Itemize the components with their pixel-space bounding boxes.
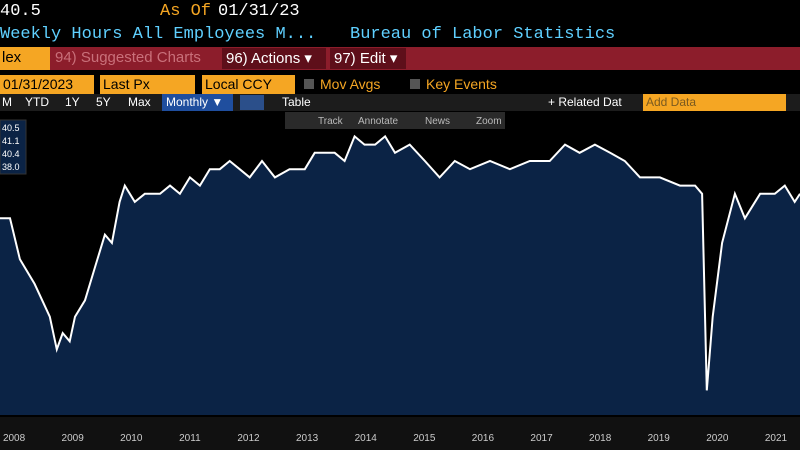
x-tick-label: 2011 [179,433,201,444]
x-tick-label: 2018 [589,433,612,444]
chart-tool[interactable]: Annotate [358,116,398,127]
table-button[interactable]: Table [282,95,311,109]
legend-box [0,119,27,175]
period-button[interactable]: Max [128,95,151,109]
chart-type-button[interactable] [240,95,264,110]
as-of-date: 01/31/23 [218,2,300,21]
x-tick-label: 2015 [413,433,436,444]
chart-toolbar [285,112,505,129]
as-of-label: As Of [160,2,212,21]
last-value: 40.5 [0,2,41,21]
area [0,136,800,415]
chart-tool[interactable]: News [425,116,450,127]
period-button[interactable]: 5Y [96,95,111,109]
legend-value: 40.5 [2,123,20,133]
x-tick-label: 2014 [355,433,378,444]
related-data[interactable]: + Related Dat [548,95,622,109]
checkbox[interactable] [410,79,420,89]
line [0,134,800,391]
x-tick-label: 2013 [296,433,319,444]
legend-value: 41.1 [2,136,20,146]
x-tick-label: 2021 [765,433,788,444]
x-tick-label: 2019 [648,433,671,444]
chart-tool[interactable]: Track [318,116,344,127]
key-events[interactable]: Key Events [426,76,497,92]
x-tick-label: 2010 [120,433,143,444]
x-tick-label: 2017 [530,433,553,444]
x-tick-label: 2009 [62,433,85,444]
x-axis-band [0,417,800,450]
x-tick-label: 2016 [472,433,495,444]
actions-menu[interactable]: 96) Actions ▾ [222,48,326,69]
legend-value: 38.0 [2,162,20,172]
frequency-select[interactable]: Monthly ▼ [162,94,233,111]
add-data-field[interactable]: Add Data [643,94,786,111]
source: Bureau of Labor Statistics [350,25,616,44]
currency-select[interactable]: Local CCY [202,75,295,94]
index-field[interactable]: lex [0,47,50,70]
x-tick-label: 2012 [237,433,260,444]
security-name: Weekly Hours All Employees M... [0,25,317,44]
edit-menu[interactable]: 97) Edit ▾ [330,48,406,69]
checkbox[interactable] [304,79,314,89]
date-field[interactable]: 01/31/2023 [0,75,94,94]
x-tick-label: 2020 [706,433,729,444]
field-select[interactable]: Last Px [100,75,195,94]
period-button[interactable]: M [2,95,12,109]
suggested-charts[interactable]: 94) Suggested Charts [55,49,201,66]
chart-tool[interactable]: Zoom [476,116,502,127]
period-button[interactable]: 1Y [65,95,80,109]
period-button[interactable]: YTD [25,95,49,109]
x-tick-label: 2008 [3,433,26,444]
chart: Track Annotate News Zoom 40.5 41.1 40.4 38.0 200… [0,112,800,450]
legend-value: 40.4 [2,149,20,159]
mov-avgs[interactable]: Mov Avgs [320,76,381,92]
